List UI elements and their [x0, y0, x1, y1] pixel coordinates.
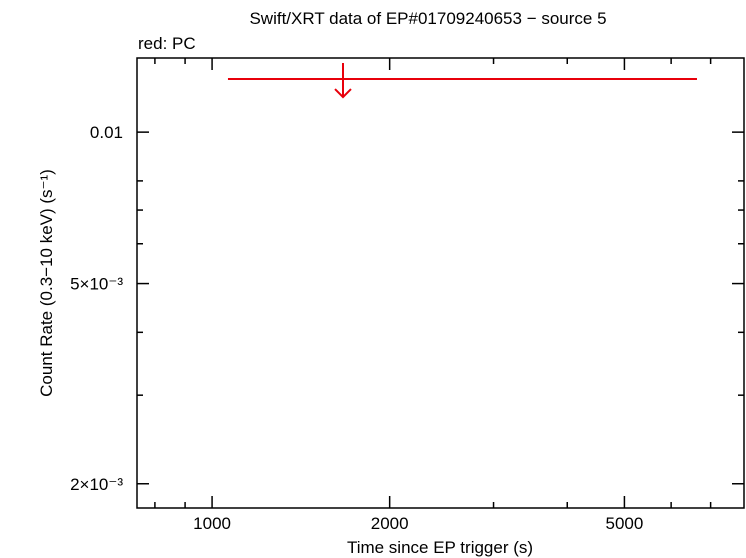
- x-tick-label: 2000: [371, 514, 409, 533]
- y-tick-label: 0.01: [90, 123, 123, 142]
- upper-limit-arrow: [334, 63, 352, 99]
- x-tick-label: 5000: [606, 514, 644, 533]
- plot-frame: [136, 57, 745, 509]
- chart-subtitle: red: PC: [138, 34, 196, 53]
- x-tick-label: 1000: [193, 514, 231, 533]
- chart-title: Swift/XRT data of EP#01709240653 − sourc…: [249, 9, 606, 28]
- y-tick-label: 5×10⁻³: [70, 275, 123, 294]
- y-tick-label: 2×10⁻³: [70, 475, 123, 494]
- y-axis-label: Count Rate (0.3−10 keV) (s⁻¹): [37, 169, 56, 397]
- x-axis-label: Time since EP trigger (s): [347, 538, 533, 557]
